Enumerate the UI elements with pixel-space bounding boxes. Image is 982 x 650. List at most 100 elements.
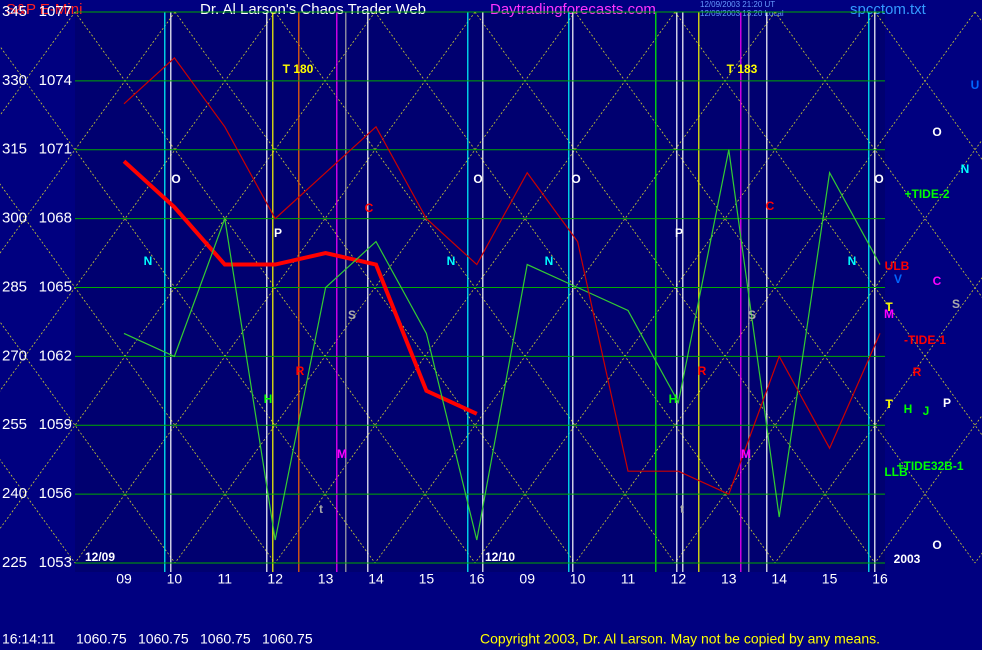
annotation: N: [447, 254, 456, 268]
event-line: [572, 12, 574, 572]
annotation: M: [337, 447, 347, 461]
x-tick-label: 12: [671, 571, 687, 587]
event-line: [266, 12, 268, 572]
y-tick-label: 1053: [39, 554, 72, 571]
cycle-line: [0, 11, 176, 254]
y2-tick-label: 330: [2, 72, 27, 89]
annotation: 12/09: [85, 550, 115, 564]
x-tick-label: 13: [318, 571, 334, 587]
file-name: spcctom.txt: [850, 1, 927, 18]
x-tick-label: 10: [570, 571, 586, 587]
chart-title: Dr. Al Larson's Chaos Trader Web: [200, 1, 426, 18]
y2-tick-label: 240: [2, 485, 27, 502]
x-tick-label: 16: [872, 571, 888, 587]
event-line: [367, 12, 369, 572]
annotation: M: [884, 307, 894, 321]
annotation: R: [698, 364, 707, 378]
y2-tick-label: 225: [2, 554, 27, 571]
y2-tick-label: 315: [2, 141, 27, 158]
event-line: [482, 12, 484, 572]
x-tick-label: 11: [218, 571, 233, 587]
cycle-line: [874, 11, 982, 161]
x-tick-label: 12: [267, 571, 283, 587]
annotation: N: [961, 162, 970, 176]
y-tick-label: 1077: [39, 3, 72, 20]
event-line: [682, 12, 684, 572]
y-tick-label: 1074: [39, 72, 72, 89]
annotation: T: [885, 397, 893, 411]
y-tick-label: 1065: [39, 278, 72, 295]
annotation: U: [971, 78, 980, 92]
copyright: Copyright 2003, Dr. Al Larson. May not b…: [480, 631, 880, 647]
event-line: [467, 12, 469, 572]
annotation: ULB: [885, 259, 910, 273]
annotation: H: [264, 392, 273, 406]
event-line: [345, 12, 347, 572]
y2-tick-label: 300: [2, 210, 27, 227]
event-line: [868, 12, 870, 572]
annotation: LLB: [884, 465, 908, 479]
y-tick-label: 1068: [39, 210, 72, 227]
x-tick-label: 11: [621, 571, 636, 587]
annotation: O: [473, 172, 482, 186]
y-tick-label: 1062: [39, 347, 72, 364]
cycle-line: [774, 277, 982, 564]
y2-tick-label: 255: [2, 416, 27, 433]
x-tick-label: 09: [116, 571, 132, 587]
website: Daytradingforecasts.com: [490, 1, 656, 18]
annotation: 2003: [894, 552, 921, 566]
event-line: [170, 12, 172, 572]
annotation: T: [885, 300, 893, 314]
quote: 1060.75: [76, 631, 127, 647]
event-line: [676, 12, 678, 572]
annotation: 12/10: [485, 550, 515, 564]
event-line: [568, 12, 570, 572]
event-line: [272, 12, 274, 572]
annotation: C: [766, 199, 775, 213]
x-tick-label: 15: [822, 571, 838, 587]
timestamp: 12/09/2003 21:20 UT: [700, 0, 775, 9]
annotation: N: [144, 254, 153, 268]
annotation: P: [675, 226, 683, 240]
annotation: t: [680, 502, 684, 516]
x-tick-label: 10: [167, 571, 183, 587]
y2-tick-label: 270: [2, 347, 27, 364]
annotation: +TIDE-2: [904, 187, 949, 201]
event-line: [655, 12, 657, 572]
clock: 16:14:11: [2, 631, 56, 647]
annotation: M: [741, 447, 751, 461]
annotation: C: [365, 201, 374, 215]
cycle-line: [0, 11, 76, 116]
y2-tick-label: 285: [2, 278, 27, 295]
annotation: +TIDE32B-1: [896, 459, 963, 473]
annotation: N: [545, 254, 554, 268]
series-line: [123, 57, 881, 495]
y2-tick-label: 345: [2, 3, 27, 20]
event-line: [298, 12, 300, 572]
annotation: N: [848, 254, 857, 268]
event-line: [164, 12, 166, 572]
x-tick-label: 14: [368, 571, 384, 587]
quote: 1060.75: [200, 631, 251, 647]
annotation: O: [571, 172, 580, 186]
x-tick-label: 14: [771, 571, 787, 587]
annotation: T 180: [283, 62, 314, 76]
instrument: S&P E-Mini: [6, 1, 82, 18]
event-line: [336, 12, 338, 572]
annotation: S: [952, 297, 960, 311]
y-tick-label: 1056: [39, 485, 72, 502]
annotation: R: [296, 364, 305, 378]
annotation: H: [904, 402, 913, 416]
annotation: S: [348, 308, 356, 322]
annotation: T 183: [727, 62, 758, 76]
annotation: O: [171, 172, 180, 186]
annotation: R: [913, 365, 922, 379]
event-line: [698, 12, 700, 572]
event-line: [740, 12, 742, 572]
series-line: [123, 149, 881, 541]
plot-area: [75, 12, 885, 572]
quote: 1060.75: [262, 631, 313, 647]
event-line: [766, 12, 768, 572]
event-line: [874, 12, 876, 572]
annotation: t: [319, 502, 323, 516]
